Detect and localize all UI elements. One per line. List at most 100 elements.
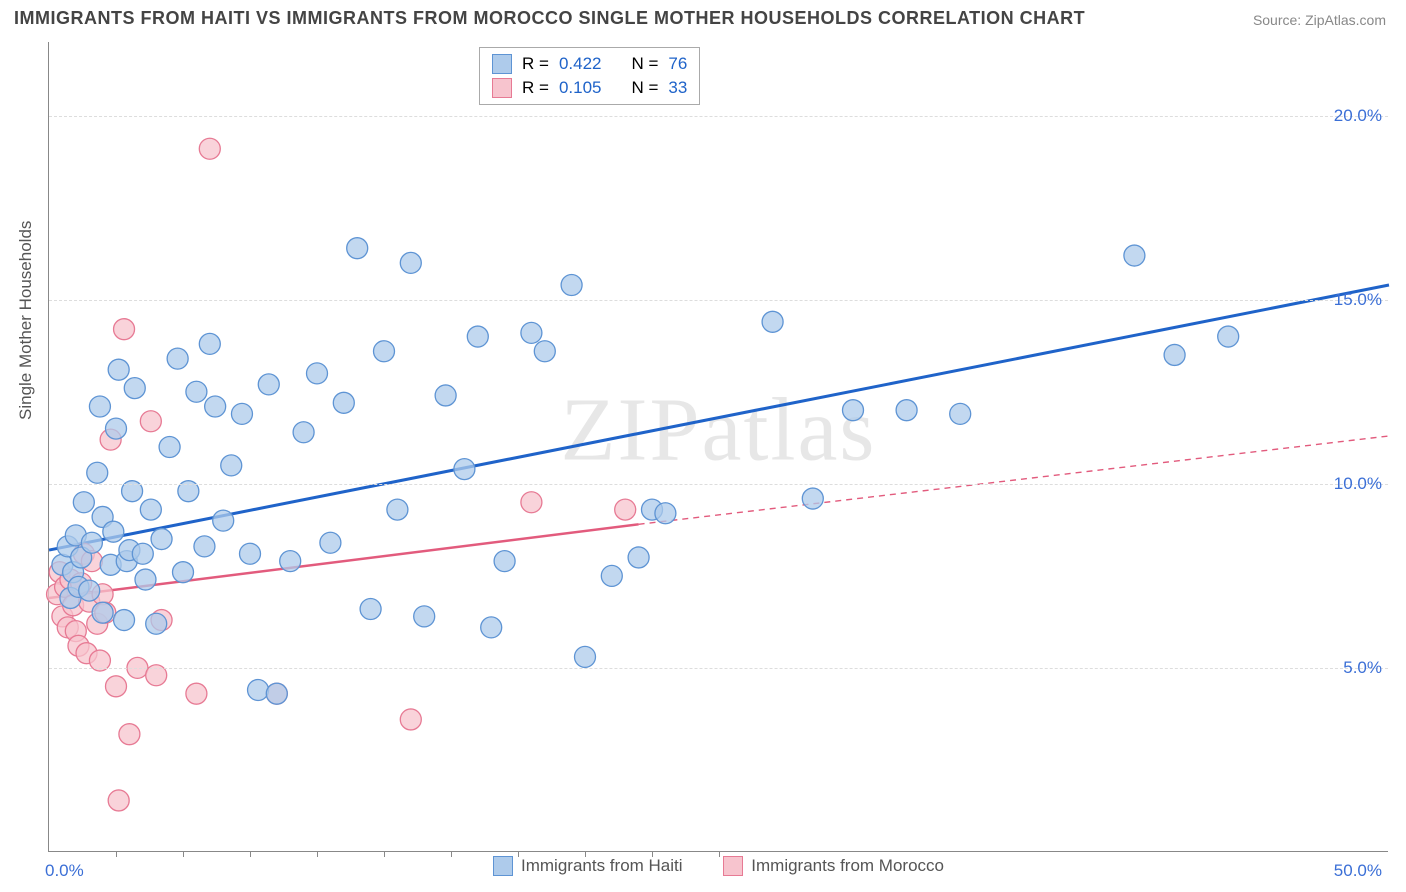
data-point: [467, 326, 488, 347]
x-axis-min-label: 0.0%: [45, 861, 84, 881]
y-tick-label: 15.0%: [1334, 290, 1382, 310]
r-label: R =: [522, 52, 549, 76]
data-point: [81, 532, 102, 553]
data-point: [1124, 245, 1145, 266]
data-point: [655, 503, 676, 524]
data-point: [119, 724, 140, 745]
data-point: [140, 411, 161, 432]
x-tick: [518, 851, 519, 857]
data-point: [186, 683, 207, 704]
data-point: [106, 676, 127, 697]
data-point: [108, 359, 129, 380]
n-value-morocco: 33: [668, 76, 687, 100]
data-point: [194, 536, 215, 557]
data-point: [173, 562, 194, 583]
data-point: [534, 341, 555, 362]
gridline: [49, 668, 1388, 669]
legend-label: Immigrants from Haiti: [521, 856, 683, 876]
data-point: [360, 599, 381, 620]
chart-title: IMMIGRANTS FROM HAITI VS IMMIGRANTS FROM…: [14, 8, 1085, 29]
data-point: [950, 403, 971, 424]
data-point: [802, 488, 823, 509]
x-tick: [652, 851, 653, 857]
data-point: [762, 311, 783, 332]
y-tick-label: 10.0%: [1334, 474, 1382, 494]
data-point: [494, 551, 515, 572]
y-axis-label: Single Mother Households: [16, 221, 36, 420]
x-tick: [585, 851, 586, 857]
swatch-haiti: [492, 54, 512, 74]
swatch-morocco: [723, 856, 743, 876]
data-point: [521, 492, 542, 513]
data-point: [280, 551, 301, 572]
data-point: [320, 532, 341, 553]
data-point: [167, 348, 188, 369]
data-point: [89, 396, 110, 417]
legend-label: Immigrants from Morocco: [751, 856, 944, 876]
r-label: R =: [522, 76, 549, 100]
data-point: [615, 499, 636, 520]
source-attribution: Source: ZipAtlas.com: [1253, 12, 1386, 28]
x-tick: [183, 851, 184, 857]
r-value-haiti: 0.422: [559, 52, 602, 76]
data-point: [843, 400, 864, 421]
data-point: [221, 455, 242, 476]
x-tick: [384, 851, 385, 857]
data-point: [231, 403, 252, 424]
data-point: [114, 610, 135, 631]
data-point: [400, 709, 421, 730]
data-point: [159, 437, 180, 458]
n-label: N =: [631, 52, 658, 76]
data-point: [896, 400, 917, 421]
data-point: [135, 569, 156, 590]
data-point: [454, 459, 475, 480]
n-label: N =: [631, 76, 658, 100]
data-point: [266, 683, 287, 704]
data-point: [240, 543, 261, 564]
swatch-haiti: [493, 856, 513, 876]
x-tick: [116, 851, 117, 857]
trend-line-extended: [639, 436, 1389, 524]
data-point: [108, 790, 129, 811]
x-tick: [250, 851, 251, 857]
data-point: [199, 138, 220, 159]
correlation-legend: R = 0.422 N = 76 R = 0.105 N = 33: [479, 47, 700, 105]
data-point: [561, 275, 582, 296]
data-point: [347, 238, 368, 259]
data-point: [213, 510, 234, 531]
x-tick: [719, 851, 720, 857]
data-point: [199, 333, 220, 354]
data-point: [132, 543, 153, 564]
swatch-morocco: [492, 78, 512, 98]
data-point: [628, 547, 649, 568]
data-point: [258, 374, 279, 395]
data-point: [106, 418, 127, 439]
data-point: [293, 422, 314, 443]
legend-item-morocco: Immigrants from Morocco: [723, 856, 944, 876]
plot-svg: [49, 42, 1388, 851]
data-point: [87, 462, 108, 483]
data-point: [575, 646, 596, 667]
gridline: [49, 484, 1388, 485]
data-point: [92, 602, 113, 623]
data-point: [103, 521, 124, 542]
n-value-haiti: 76: [668, 52, 687, 76]
y-tick-label: 5.0%: [1343, 658, 1382, 678]
data-point: [248, 680, 269, 701]
data-point: [307, 363, 328, 384]
data-point: [387, 499, 408, 520]
x-tick: [317, 851, 318, 857]
data-point: [374, 341, 395, 362]
gridline: [49, 300, 1388, 301]
data-point: [146, 613, 167, 634]
r-value-morocco: 0.105: [559, 76, 602, 100]
data-point: [140, 499, 161, 520]
data-point: [601, 565, 622, 586]
scatter-plot-area: ZIPatlas R = 0.422 N = 76 R = 0.105 N = …: [48, 42, 1388, 852]
data-point: [414, 606, 435, 627]
data-point: [400, 252, 421, 273]
y-tick-label: 20.0%: [1334, 106, 1382, 126]
data-point: [1218, 326, 1239, 347]
x-tick: [451, 851, 452, 857]
gridline: [49, 116, 1388, 117]
